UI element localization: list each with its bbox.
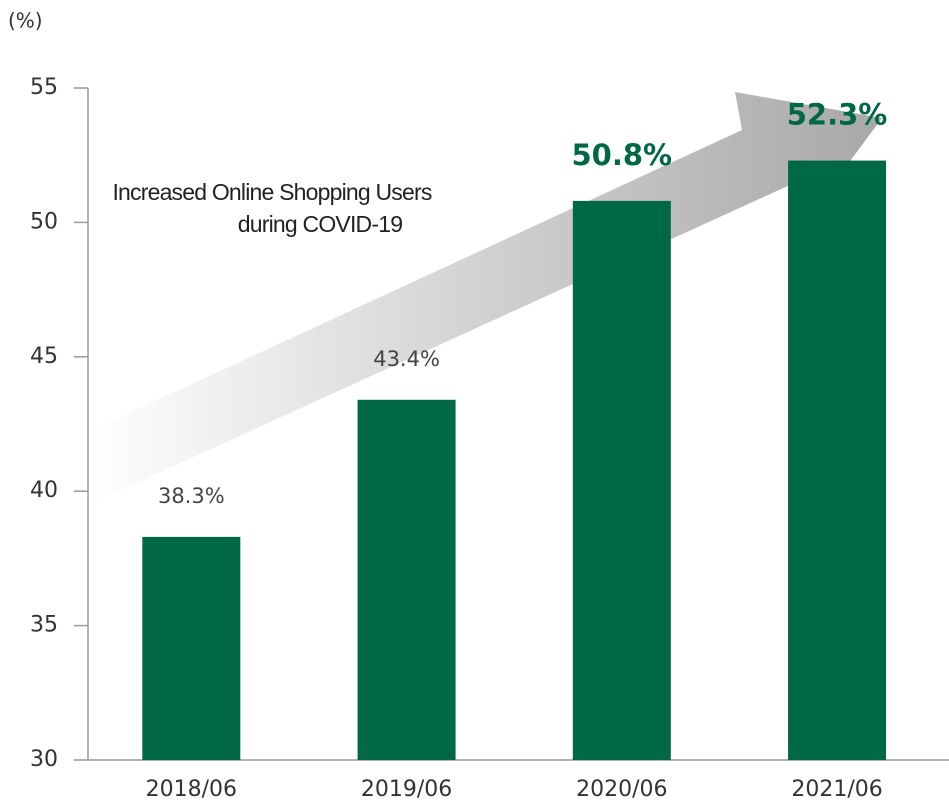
value-label: 43.4%: [373, 347, 440, 371]
y-unit: (%): [8, 9, 43, 33]
value-label: 38.3%: [158, 484, 225, 508]
x-tick-label: 2021/06: [791, 777, 882, 802]
x-tick-label: 2019/06: [361, 777, 452, 802]
y-tick-label: 35: [30, 613, 58, 638]
y-tick-label: 50: [30, 209, 58, 234]
bar: [788, 160, 887, 761]
y-tick-label: 30: [30, 747, 58, 772]
annotation: during COVID-19: [238, 211, 402, 237]
y-tick-label: 40: [30, 478, 58, 503]
annotation: Increased Online Shopping Users: [112, 179, 431, 205]
y-tick-label: 55: [30, 75, 58, 100]
value-label: 50.8%: [572, 138, 673, 172]
x-tick-label: 2020/06: [576, 777, 667, 802]
y-tick-label: 45: [30, 344, 58, 369]
bar: [142, 536, 241, 760]
bar: [357, 399, 456, 760]
x-tick-label: 2018/06: [146, 777, 237, 802]
value-label: 52.3%: [787, 98, 888, 132]
trend-arrow: [88, 92, 882, 505]
bar: [572, 200, 671, 760]
